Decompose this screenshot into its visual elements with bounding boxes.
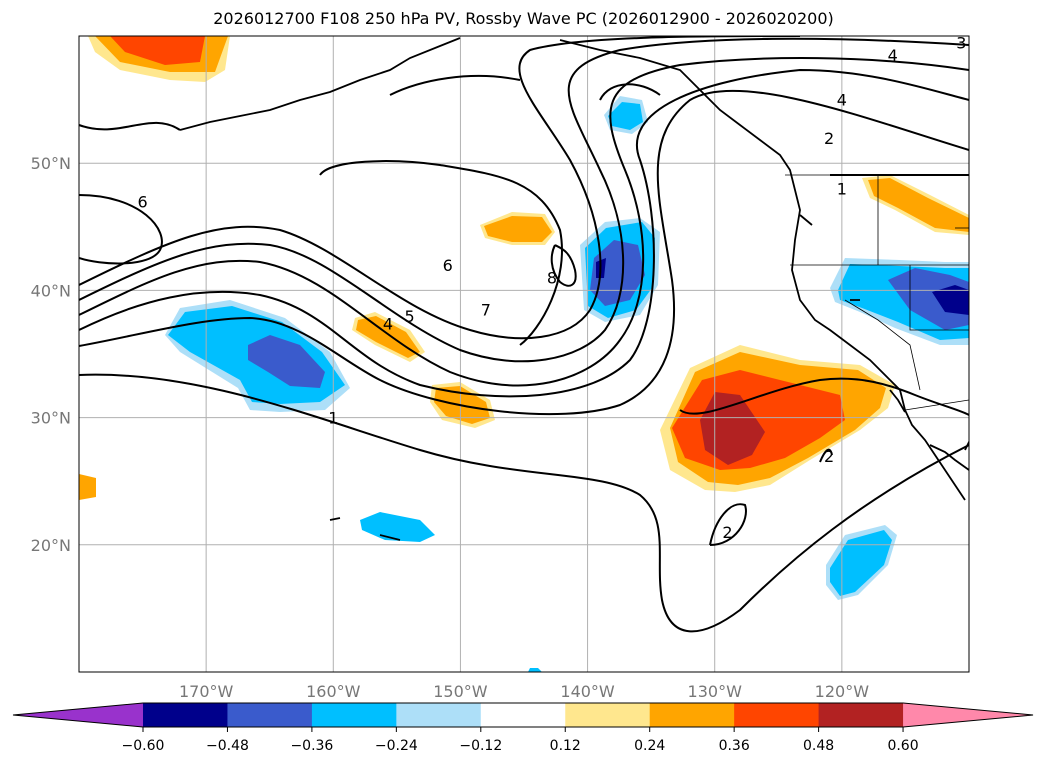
gridlines	[79, 36, 969, 672]
contour-label: 6	[137, 192, 147, 211]
colorbar-tick-label: 0.24	[634, 738, 665, 754]
lat-label: 30°N	[31, 409, 71, 428]
colorbar-extend-max	[903, 703, 1034, 727]
lon-label: 120°W	[815, 682, 870, 701]
anomaly-fills	[79, 36, 969, 672]
lon-label: 160°W	[306, 682, 361, 701]
lon-label: 150°W	[433, 682, 488, 701]
colorbar-extend-min	[13, 703, 143, 727]
colorbar: −0.60 −0.48 −0.36 −0.24 −0.12 0.12 0.24 0.36 0.4…	[12, 702, 1034, 754]
lat-label: 20°N	[31, 536, 71, 555]
map-frame	[78, 35, 970, 673]
colorbar-tick-label: −0.36	[290, 738, 333, 754]
colorbar-segment	[143, 703, 228, 727]
colorbar-segment	[565, 703, 651, 727]
lat-label: 40°N	[31, 281, 71, 300]
contour-label: 2	[824, 447, 834, 466]
colorbar-segment	[396, 703, 482, 727]
colorbar-segment	[734, 703, 820, 727]
colorbar-tick-label: 0.36	[719, 738, 750, 754]
lat-label: 50°N	[31, 154, 71, 173]
lon-label: 130°W	[688, 682, 743, 701]
map-title: 2026012700 F108 250 hPa PV, Rossby Wave …	[213, 9, 834, 28]
contour-label: 3	[956, 33, 966, 52]
contour-label: 5	[404, 307, 414, 326]
colorbar-segment	[649, 703, 735, 727]
colorbar-tick-label: −0.48	[206, 738, 249, 754]
colorbar-segment	[818, 703, 904, 727]
contour-label: 4	[888, 46, 898, 65]
colorbar-tick-label: −0.60	[122, 738, 165, 754]
lon-label: 170°W	[179, 682, 234, 701]
colorbar-tick-label: 0.12	[550, 738, 581, 754]
colorbar-tick-label: 0.48	[803, 738, 834, 754]
colorbar-segment	[227, 703, 313, 727]
colorbar-segment	[311, 703, 397, 727]
contour-label: 6	[443, 256, 453, 275]
contour-label: 8	[547, 269, 557, 288]
colorbar-tick-label: −0.24	[375, 738, 418, 754]
colorbar-segment	[480, 703, 566, 727]
latitude-labels: 50°N 40°N 30°N 20°N	[31, 154, 71, 555]
contour-label: 7	[481, 300, 491, 319]
contour-label: 2	[824, 129, 834, 148]
contour-label: 4	[837, 91, 847, 110]
coastlines	[179, 37, 969, 541]
borders	[785, 174, 969, 411]
lon-label: 140°W	[560, 682, 615, 701]
contour-label: 1	[328, 409, 338, 428]
pv-contours	[79, 36, 969, 633]
contour-label: 2	[722, 523, 732, 542]
longitude-labels: 170°W 160°W 150°W 140°W 130°W 120°W	[179, 682, 869, 701]
contour-label: 1	[837, 180, 847, 199]
contour-label: 4	[383, 314, 393, 333]
colorbar-tick-label: −0.12	[459, 738, 502, 754]
colorbar-tick-label: 0.60	[887, 738, 918, 754]
